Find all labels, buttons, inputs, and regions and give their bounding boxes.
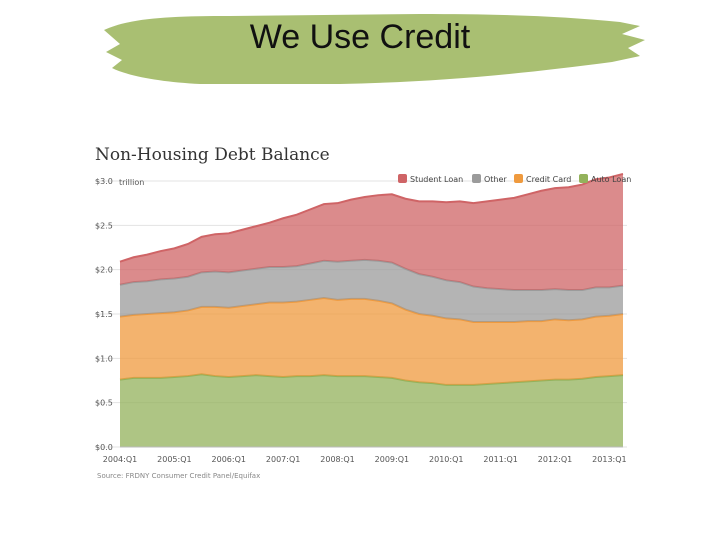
area-credit-card [120,298,623,385]
y-tick-label: $2.5 [95,221,113,230]
x-tick-label: 2005:Q1 [157,455,191,464]
slide-title: We Use Credit [249,18,471,56]
area-auto-loan [120,374,623,447]
area-other [120,259,623,322]
x-tick-label: 2010:Q1 [429,455,463,464]
legend-label: Auto Loan [591,175,631,184]
legend-label: Credit Card [526,175,571,184]
y-axis: $3.0 $2.5 $2.0 $1.5 $1.0 $0.5 $0.0 trillion [95,177,144,452]
chart-title: Non-Housing Debt Balance [95,145,330,165]
stacked-areas [119,172,624,447]
x-tick-label: 2004:Q1 [103,455,137,464]
x-tick-label: 2013:Q1 [592,455,626,464]
y-unit-label: trillion [119,178,144,187]
legend-swatch [514,174,523,183]
chart-source: Source: FRDNY Consumer Credit Panel/Equi… [97,472,260,480]
y-tick-label: $0.5 [95,399,113,408]
area-student-loan [120,173,623,291]
y-tick-label: $1.5 [95,310,113,319]
y-tick-label: $1.0 [95,354,113,363]
x-axis: 2004:Q1 2005:Q1 2006:Q1 2007:Q1 2008:Q1 2009:… [103,446,627,464]
line-student-loan [119,172,624,263]
legend-swatch [579,174,588,183]
y-tick-label: $0.0 [95,443,113,452]
legend-swatch [472,174,481,183]
x-tick-label: 2009:Q1 [375,455,409,464]
legend-label: Student Loan [410,175,463,184]
x-tick-label: 2006:Q1 [212,455,246,464]
legend-swatch [398,174,407,183]
x-tick-label: 2008:Q1 [320,455,354,464]
legend-label: Other [484,175,507,184]
x-tick-label: 2012:Q1 [538,455,572,464]
x-tick-label: 2011:Q1 [483,455,517,464]
legend: Student Loan Other Credit Card Auto Loan [398,174,631,184]
x-tick-label: 2007:Q1 [266,455,300,464]
title-brush-stroke [104,14,645,84]
y-tick-label: $3.0 [95,177,113,186]
y-tick-label: $2.0 [95,266,113,275]
